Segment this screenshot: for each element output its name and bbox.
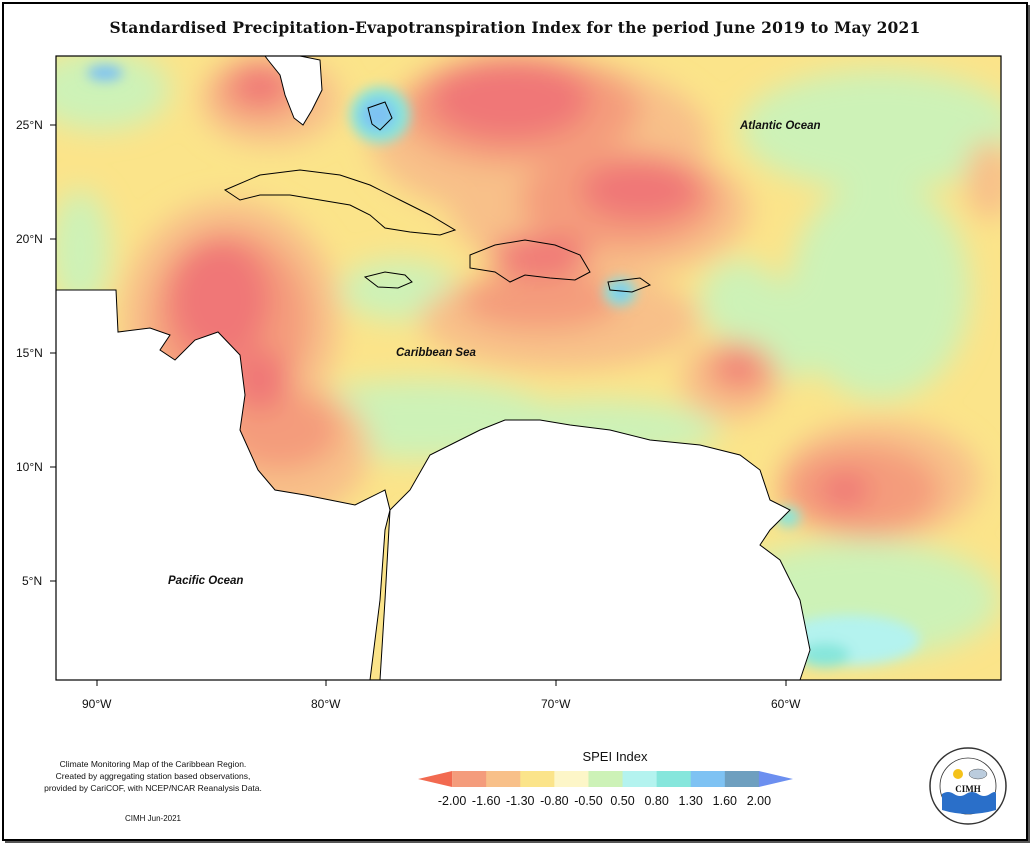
lon-label-70w: 70°W [541,697,571,711]
lon-label-60w: 60°W [771,697,801,711]
colorbar-segment [452,771,487,787]
land-masses [55,55,811,681]
lat-label-15n: 15°N [16,346,43,360]
spei-field [56,56,1001,680]
pacific-ocean-label: Pacific Ocean [168,575,244,587]
colorbar-segment [486,771,521,787]
credit-line-3: provided by CariCOF, with NCEP/NCAR Rean… [44,783,262,793]
map-border [55,55,1002,681]
legend-title: SPEI Index [582,749,648,764]
lat-label-20n: 20°N [16,232,43,246]
legend-tick-label: -2.00 [437,794,467,808]
cimh-logo: CIMH [929,747,1007,825]
map-title: Standardised Precipitation-Evapotranspir… [109,18,921,37]
legend-tick-label: -0.80 [540,794,569,808]
credit-date: CIMH Jun-2021 [124,814,182,823]
lon-label-80w: 80°W [311,697,341,711]
axis-ticks [50,124,787,686]
atlantic-ocean-label: Atlantic Ocean [740,120,821,132]
legend-tick-label: -0.50 [574,794,603,808]
lat-label-10n: 10°N [16,460,43,474]
map-credit: Climate Monitoring Map of the Caribbean … [18,758,288,794]
caribbean-sea-label: Caribbean Sea [396,347,476,359]
legend-tick-label: -1.60 [471,794,501,808]
lat-label-5n: 5°N [22,574,43,588]
legend-tick-label: 1.30 [678,794,703,808]
colorbar-segment [520,771,555,787]
legend-tick-label: -1.30 [506,794,535,808]
colorbar-segment [724,771,760,787]
legend-tick-label: 0.50 [610,794,635,808]
colorbar-segment [690,771,726,787]
waves-icon [942,792,996,814]
credit-line-2: Created by aggregating station based obs… [55,771,251,781]
colorbar-segment [588,771,624,787]
spei-colorbar [418,771,793,787]
legend-tick-label: 1.60 [712,794,737,808]
colorbar-segment [656,771,692,787]
legend-tick-label: 0.80 [644,794,669,808]
colorbar-segment [554,771,589,787]
colorbar-segment [758,771,793,787]
sun-icon [953,769,963,779]
colorbar-segment [418,771,453,787]
colorbar-segment [622,771,658,787]
cloud-icon [968,768,988,780]
credit-line-1: Climate Monitoring Map of the Caribbean … [59,759,247,769]
logo-abbr: CIMH [955,784,981,794]
lon-label-90w: 90°W [82,697,112,711]
lat-label-25n: 25°N [16,118,43,132]
legend-tick-label: 2.00 [746,794,772,808]
